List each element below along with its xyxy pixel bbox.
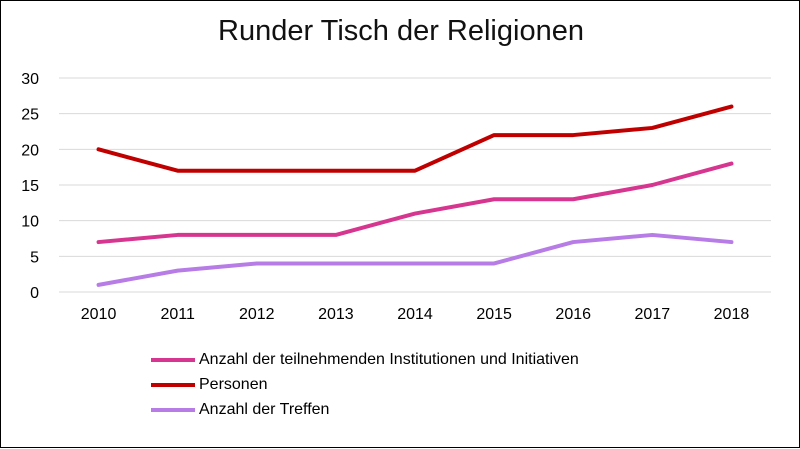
legend-item-personen: Personen [151, 372, 579, 397]
legend-swatch [151, 382, 195, 387]
chart-title: Runder Tisch der Religionen [218, 15, 584, 47]
series-line-0 [96, 161, 734, 245]
legend-label: Anzahl der teilnehmenden Institutionen u… [199, 350, 579, 368]
x-tick-label: 2013 [318, 306, 354, 323]
x-tick-label: 2011 [160, 306, 195, 323]
legend-item-treffen: Anzahl der Treffen [151, 397, 579, 422]
y-axis-ticks: 0 5 10 15 20 25 30 [21, 71, 39, 302]
x-axis-ticks: 2010 2011 2012 2013 2014 2015 2016 2017 2018 [81, 306, 750, 323]
legend-label: Personen [199, 375, 268, 393]
legend-swatch [151, 357, 195, 362]
x-tick-label: 2017 [635, 306, 671, 323]
y-tick-label: 15 [21, 178, 39, 195]
y-tick-label: 25 [21, 107, 39, 124]
y-tick-label: 5 [30, 249, 39, 266]
x-tick-label: 2014 [397, 306, 433, 323]
legend-item-institutionen: Anzahl der teilnehmenden Institutionen u… [151, 347, 579, 372]
grid-lines [59, 77, 771, 293]
series-lines [96, 104, 734, 287]
x-tick-label: 2016 [555, 306, 591, 323]
x-tick-label: 2010 [81, 306, 117, 323]
chart-legend: Anzahl der teilnehmenden Institutionen u… [151, 347, 579, 422]
legend-label: Anzahl der Treffen [199, 400, 330, 418]
y-tick-label: 10 [21, 214, 39, 231]
series-line-2 [96, 232, 734, 287]
y-tick-label: 30 [21, 71, 39, 88]
x-tick-label: 2015 [476, 306, 512, 323]
x-tick-label: 2018 [714, 306, 750, 323]
series-line-1 [96, 104, 734, 173]
y-tick-label: 0 [30, 285, 39, 302]
x-tick-label: 2012 [239, 306, 275, 323]
y-tick-label: 20 [21, 142, 39, 159]
legend-swatch [151, 407, 195, 412]
